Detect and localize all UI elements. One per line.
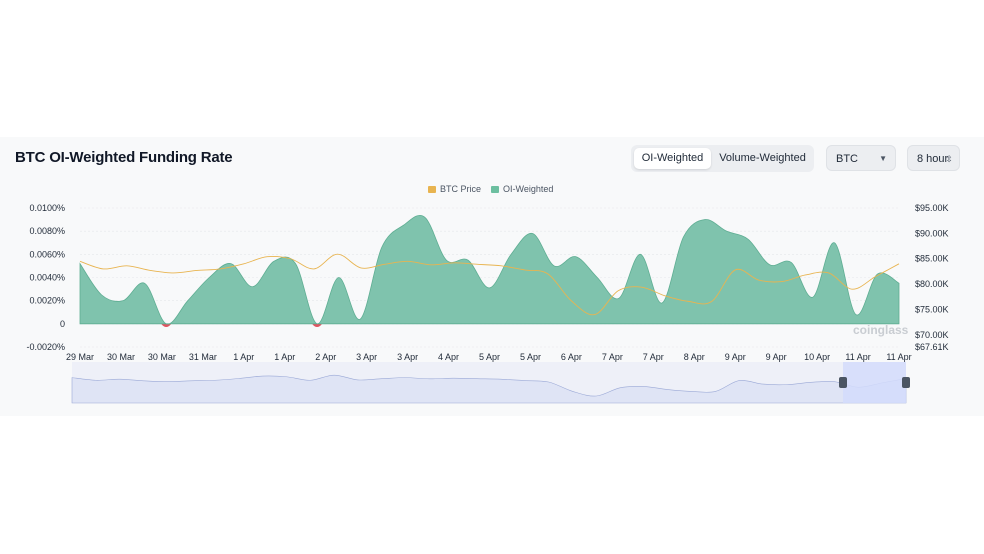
x-tick-label: 11 Apr [886, 352, 911, 362]
x-tick-label: 10 Apr [804, 352, 830, 362]
y-right-tick-label: $95.00K [915, 203, 949, 213]
y-axis-right: $95.00K $90.00K $85.00K $80.00K $75.00K $70.0… [915, 203, 949, 352]
y-tick-label: -0.0020% [26, 342, 65, 352]
x-tick-label: 1 Apr [274, 352, 295, 362]
negative-funding-dip [312, 323, 323, 327]
negative-areas [161, 323, 323, 327]
x-axis: 29 Mar 30 Mar 30 Mar 31 Mar 1 Apr 1 Apr 2 Apr 3… [66, 352, 912, 362]
y-axis-left: 0.0100% 0.0080% 0.0060% 0.0040% 0.0020% 0 -0.0… [26, 203, 65, 352]
oi-weighted-area [79, 214, 900, 325]
x-tick-label: 30 Mar [107, 352, 135, 362]
y-right-tick-label: $85.00K [915, 254, 949, 264]
x-tick-label: 5 Apr [479, 352, 500, 362]
x-tick-label: 3 Apr [397, 352, 418, 362]
navigator-series [71, 374, 907, 404]
y-tick-label: 0.0100% [29, 203, 65, 213]
y-right-tick-label: $67.61K [915, 342, 949, 352]
y-tick-label: 0.0040% [29, 273, 65, 283]
x-tick-label: 7 Apr [643, 352, 664, 362]
x-tick-label: 7 Apr [602, 352, 623, 362]
legend-item-price[interactable]: BTC Price [428, 184, 481, 194]
x-tick-label: 8 Apr [684, 352, 705, 362]
x-tick-label: 11 Apr [845, 352, 870, 362]
navigator-handle-right[interactable] [902, 377, 910, 388]
weighting-toggle: OI-Weighted Volume-Weighted [631, 145, 814, 172]
legend-label-oi: OI-Weighted [503, 184, 554, 194]
x-tick-label: 29 Mar [66, 352, 94, 362]
negative-funding-dip [161, 323, 172, 327]
navigator-selection[interactable] [843, 362, 906, 403]
navigator-handle-left[interactable] [839, 377, 847, 388]
caret-down-icon: ▼ [879, 154, 887, 163]
legend-swatch-oi [491, 185, 500, 193]
y-tick-label: 0 [60, 319, 65, 329]
y-right-tick-label: $80.00K [915, 279, 949, 289]
y-right-tick-label: $70.00K [915, 330, 949, 340]
tab-volume-weighted[interactable]: Volume-Weighted [719, 152, 806, 164]
y-right-tick-label: $90.00K [915, 228, 949, 238]
x-tick-label: 30 Mar [148, 352, 176, 362]
legend-swatch-price [428, 185, 436, 193]
y-tick-label: 0.0060% [29, 249, 65, 259]
coin-select-value: BTC [836, 153, 858, 165]
x-tick-label: 5 Apr [520, 352, 541, 362]
coin-select[interactable]: BTC ▼ [826, 145, 896, 171]
x-tick-label: 2 Apr [315, 352, 336, 362]
legend-label-price: BTC Price [440, 184, 482, 194]
legend-item-oi[interactable]: OI-Weighted [491, 184, 553, 194]
y-tick-label: 0.0020% [29, 296, 65, 306]
page-title: BTC OI-Weighted Funding Rate [15, 149, 233, 166]
y-tick-label: 0.0080% [29, 226, 65, 236]
btc-price-line [79, 253, 900, 316]
x-tick-label: 6 Apr [561, 352, 582, 362]
x-tick-label: 3 Apr [356, 352, 377, 362]
interval-select[interactable]: 8 hour ⇳ [907, 145, 960, 171]
updown-caret-icon: ⇳ [945, 154, 953, 164]
interval-select-value: 8 hour [917, 153, 949, 165]
y-right-tick-label: $75.00K [915, 304, 949, 314]
x-tick-label: 9 Apr [725, 352, 746, 362]
x-tick-label: 9 Apr [766, 352, 787, 362]
coinglass-watermark: coinglass [853, 323, 909, 337]
x-tick-label: 31 Mar [189, 352, 217, 362]
chart-legend: BTC Price OI-Weighted [428, 184, 553, 194]
tab-oi-weighted[interactable]: OI-Weighted [634, 148, 711, 169]
x-tick-label: 1 Apr [233, 352, 254, 362]
x-tick-label: 4 Apr [438, 352, 459, 362]
